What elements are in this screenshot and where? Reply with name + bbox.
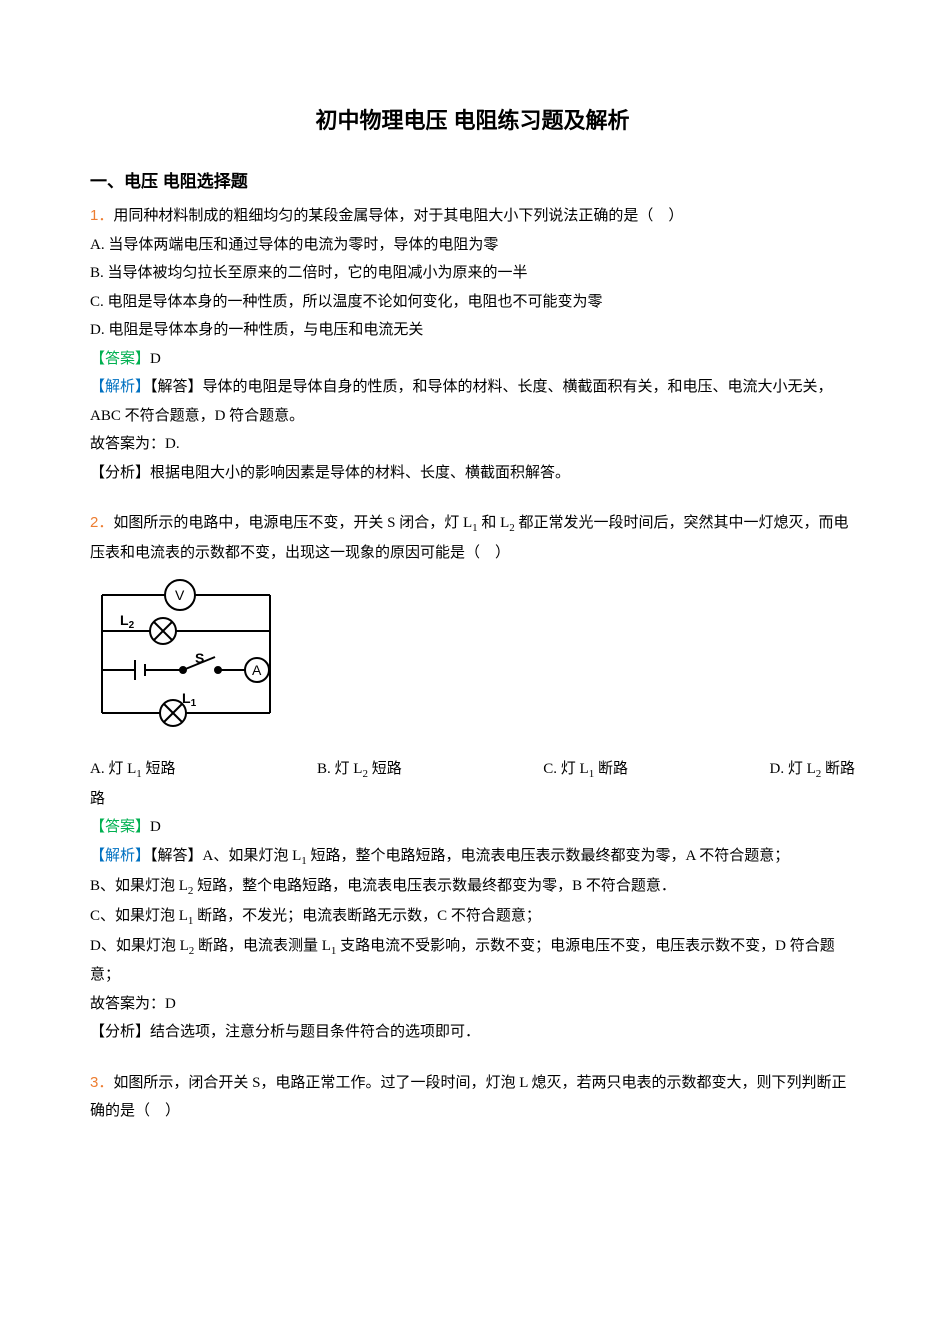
opt-d-pre: D. 灯 L (769, 761, 815, 777)
q2-analysis: 【分析】结合选项，注意分析与题目条件符合的选项即可． (90, 1018, 855, 1047)
question-1: 1．用同种材料制成的粗细均匀的某段金属导体，对于其电阻大小下列说法正确的是（ ）… (90, 202, 855, 487)
expA-suf: 短路，整个电路短路，电流表电压表示数最终都变为零，A 不符合题意； (307, 848, 790, 864)
q1-option-b: B. 当导体被均匀拉长至原来的二倍时，它的电阻减小为原来的一半 (90, 259, 855, 288)
q2-conclude: 故答案为：D (90, 990, 855, 1019)
q2-option-d: D. 灯 L2 断路 (769, 755, 855, 785)
q2-option-d-tail: 路 (90, 785, 855, 814)
q2-stem: 2．如图所示的电路中，电源电压不变，开关 S 闭合，灯 L1 和 L2 都正常发… (90, 509, 855, 567)
q1-option-d: D. 电阻是导体本身的一种性质，与电压和电流无关 (90, 316, 855, 345)
label-s: S (195, 650, 204, 666)
opt-d-suf: 断路 (821, 761, 855, 777)
q2-explain-c: C、如果灯泡 L1 断路，不发光；电流表断路无示数，C 不符合题意； (90, 902, 855, 932)
q2-option-b: B. 灯 L2 短路 (317, 755, 402, 785)
expC-suf: 断路，不发光；电流表断路无示数，C 不符合题意； (193, 908, 541, 924)
expB-suf: 短路，整个电路短路，电流表电压表示数最终都变为零，B 不符合题意． (193, 878, 676, 894)
q2-stem-b: 和 L (478, 515, 510, 531)
expC-pre: C、如果灯泡 L (90, 908, 188, 924)
q1-answer: 【答案】D (90, 345, 855, 374)
q2-stem-a: 如图所示的电路中，电源电压不变，开关 S 闭合，灯 L (113, 515, 472, 531)
opt-a-pre: A. 灯 L (90, 761, 136, 777)
q2-explain-a: 【解析】【解答】A、如果灯泡 L1 短路，整个电路短路，电流表电压表示数最终都变… (90, 842, 855, 872)
q2-number: 2． (90, 514, 113, 531)
q1-answer-value: D (150, 351, 161, 367)
expB-pre: B、如果灯泡 L (90, 878, 188, 894)
label-a: A (252, 662, 262, 678)
opt-c-suf: 断路 (594, 761, 628, 777)
opt-b-pre: B. 灯 L (317, 761, 362, 777)
q2-answer: 【答案】D (90, 813, 855, 842)
q1-option-c: C. 电阻是导体本身的一种性质，所以温度不论如何变化，电阻也不可能变为零 (90, 288, 855, 317)
q1-option-a: A. 当导体两端电压和通过导体的电流为零时，导体的电阻为零 (90, 231, 855, 260)
explain-label: 【解析】 (90, 379, 150, 395)
q1-number: 1． (90, 207, 113, 224)
opt-b-suf: 短路 (368, 761, 402, 777)
q2-answer-value: D (150, 819, 161, 835)
label-l2: L2 (120, 612, 135, 631)
q1-conclude: 故答案为：D. (90, 430, 855, 459)
page-title: 初中物理电压 电阻练习题及解析 (90, 100, 855, 142)
q1-explain-text: 【解答】导体的电阻是导体自身的性质，和导体的材料、长度、横截面积有关，和电压、电… (90, 379, 833, 424)
q1-explain: 【解析】【解答】导体的电阻是导体自身的性质，和导体的材料、长度、横截面积有关，和… (90, 373, 855, 430)
question-3: 3．如图所示，闭合开关 S，电路正常工作。过了一段时间，灯泡 L 熄灭，若两只电… (90, 1069, 855, 1126)
q1-stem-text: 用同种材料制成的粗细均匀的某段金属导体，对于其电阻大小下列说法正确的是（ ） (113, 208, 683, 224)
label-v: V (175, 587, 185, 603)
section-header: 一、电压 电阻选择题 (90, 166, 855, 198)
question-2: 2．如图所示的电路中，电源电压不变，开关 S 闭合，灯 L1 和 L2 都正常发… (90, 509, 855, 1047)
q1-analysis: 【分析】根据电阻大小的影响因素是导体的材料、长度、横截面积解答。 (90, 459, 855, 488)
expD-pre: D、如果灯泡 L (90, 938, 189, 954)
q3-stem: 3．如图所示，闭合开关 S，电路正常工作。过了一段时间，灯泡 L 熄灭，若两只电… (90, 1069, 855, 1126)
q2-option-c: C. 灯 L1 断路 (543, 755, 628, 785)
opt-c-pre: C. 灯 L (543, 761, 588, 777)
q2-options: A. 灯 L1 短路 B. 灯 L2 短路 C. 灯 L1 断路 D. 灯 L2… (90, 755, 855, 785)
q3-stem-text: 如图所示，闭合开关 S，电路正常工作。过了一段时间，灯泡 L 熄灭，若两只电表的… (90, 1075, 847, 1120)
explain-label-2: 【解析】 (90, 848, 150, 864)
expD-mid: 断路，电流表测量 L (194, 938, 331, 954)
q2-explain-b: B、如果灯泡 L2 短路，整个电路短路，电流表电压表示数最终都变为零，B 不符合… (90, 872, 855, 902)
q2-explain-d: D、如果灯泡 L2 断路，电流表测量 L1 支路电流不受影响，示数不变；电源电压… (90, 932, 855, 990)
answer-label: 【答案】 (90, 351, 150, 367)
answer-label-2: 【答案】 (90, 819, 150, 835)
opt-a-suf: 短路 (142, 761, 176, 777)
q2-option-a: A. 灯 L1 短路 (90, 755, 176, 785)
q3-number: 3． (90, 1074, 113, 1091)
circuit-diagram: V L2 S A L1 (90, 575, 855, 741)
q1-stem: 1．用同种材料制成的粗细均匀的某段金属导体，对于其电阻大小下列说法正确的是（ ） (90, 202, 855, 231)
expA-pre: 【解答】A、如果灯泡 L (150, 848, 301, 864)
